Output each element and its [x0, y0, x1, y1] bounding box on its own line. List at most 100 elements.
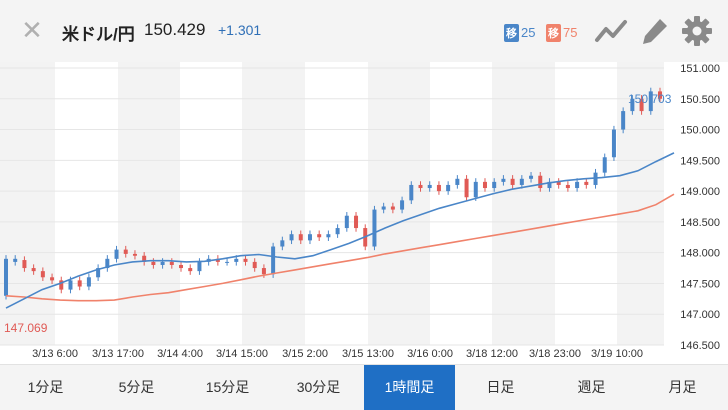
candle-body	[31, 268, 36, 272]
x-tick-label: 3/13 6:00	[32, 348, 78, 360]
candle-body	[492, 181, 497, 189]
candle-body	[354, 215, 359, 229]
candle-body	[326, 234, 331, 238]
time-band	[180, 62, 242, 345]
candle-body	[68, 280, 73, 290]
candle-body	[317, 234, 322, 238]
candle-body	[556, 181, 561, 185]
candle-body	[390, 206, 395, 210]
candle-body	[271, 246, 276, 275]
candle-body	[307, 234, 312, 241]
ma-short-value: 25	[521, 25, 536, 40]
candle-body	[427, 184, 432, 189]
ma-short-line	[5, 152, 675, 309]
candle-body	[584, 181, 589, 185]
candle-body	[473, 181, 478, 198]
tab-0[interactable]: 1分足	[27, 379, 64, 395]
price-gridlines	[0, 67, 664, 346]
ma-short-tag: 移	[504, 24, 519, 42]
candles	[4, 87, 662, 300]
ma-long-indicator[interactable]: 移 75	[546, 24, 577, 42]
header-bar: ✕ 米ドル/円 150.429 +1.301 移 25 移 75	[0, 0, 728, 62]
candle-body	[151, 261, 156, 265]
candle-body	[77, 280, 82, 287]
pencil-icon[interactable]	[638, 14, 672, 48]
candle-body	[114, 249, 119, 259]
y-tick-label: 146.500	[680, 340, 720, 352]
candle-body	[335, 228, 340, 235]
candle-body	[602, 157, 607, 173]
candle-body	[630, 98, 635, 112]
line-chart-icon[interactable]	[594, 14, 628, 48]
y-tick-label: 147.500	[680, 278, 720, 290]
time-band	[368, 62, 430, 345]
candle-body	[648, 91, 653, 112]
candle-body	[372, 209, 377, 247]
time-band	[492, 62, 555, 345]
candle-body	[179, 264, 184, 269]
candle-body	[501, 178, 506, 182]
candle-body	[142, 255, 147, 262]
candle-body	[519, 178, 524, 185]
candle-body	[280, 240, 285, 247]
candle-body	[482, 181, 487, 189]
candle-body	[59, 280, 64, 290]
candle-body	[621, 111, 626, 130]
candle-body	[418, 184, 423, 189]
candle-body	[22, 260, 27, 269]
ma-long-value: 75	[563, 25, 578, 40]
candle-body	[243, 258, 248, 262]
candle-body	[40, 271, 45, 278]
candle-body	[344, 215, 349, 229]
candle-body	[400, 200, 405, 210]
candle-body	[547, 181, 552, 189]
candle-body	[132, 253, 137, 256]
y-tick-label: 149.000	[680, 186, 720, 198]
candle-body	[436, 184, 441, 192]
candle-body	[575, 181, 580, 189]
candle-body	[96, 268, 101, 278]
time-band	[55, 62, 118, 345]
tab-5[interactable]: 日足	[486, 379, 515, 395]
candle-body	[446, 184, 451, 192]
x-tick-label: 3/15 2:00	[282, 348, 328, 360]
candle-body	[105, 258, 110, 269]
candle-body	[123, 249, 128, 254]
gear-icon[interactable]	[680, 14, 714, 48]
candle-body	[565, 184, 570, 189]
close-icon[interactable]: ✕	[21, 15, 43, 45]
candle-body	[86, 277, 91, 287]
tab-7[interactable]: 月足	[668, 379, 697, 395]
time-band	[305, 62, 368, 345]
candle-body	[455, 178, 460, 185]
time-band	[430, 62, 492, 345]
timeframe-tabs: 1分足 5分足 15分足 30分足 1時間足 日足 週足 月足	[0, 364, 728, 410]
x-tick-label: 3/14 4:00	[157, 348, 203, 360]
tab-2[interactable]: 15分足	[205, 379, 250, 395]
time-band	[555, 62, 617, 345]
candle-body	[464, 178, 469, 198]
moving-averages	[5, 152, 675, 309]
candle-body	[13, 258, 18, 262]
candle-body	[215, 258, 220, 262]
candlestick-chart[interactable]: 151.000 150.500 150.000 149.500 149.000 148.5…	[0, 62, 728, 364]
ma-short-indicator[interactable]: 移 25	[504, 24, 535, 42]
y-tick-label: 151.000	[680, 63, 720, 75]
tab-1[interactable]: 5分足	[118, 379, 155, 395]
candle-body	[538, 175, 543, 189]
candle-body	[611, 129, 616, 158]
candle-body	[197, 261, 202, 272]
tab-6[interactable]: 週足	[577, 379, 606, 395]
price-change: +1.301	[218, 22, 262, 38]
x-tick-label: 3/14 15:00	[216, 348, 268, 360]
x-tick-label: 3/18 12:00	[466, 348, 518, 360]
tab-3[interactable]: 30分足	[296, 379, 341, 395]
time-band	[118, 62, 180, 345]
candle-body	[188, 268, 193, 272]
tab-4[interactable]: 1時間足	[364, 365, 455, 410]
price-labels: 150.703 147.069	[4, 92, 672, 335]
x-tick-label: 3/15 13:00	[342, 348, 394, 360]
candle-body	[261, 268, 266, 275]
y-tick-label: 148.500	[680, 217, 720, 229]
y-tick-label: 150.000	[680, 125, 720, 137]
